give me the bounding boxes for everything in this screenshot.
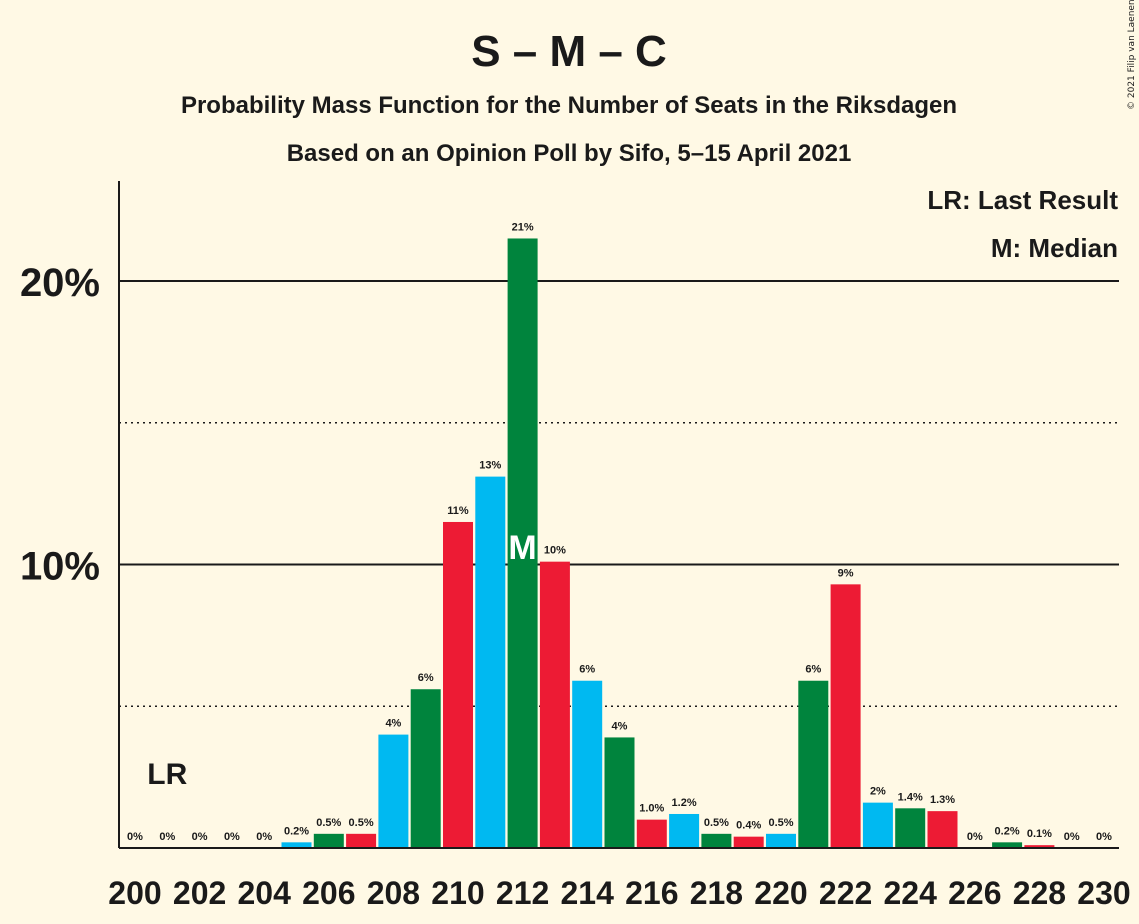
bar-seat-223: [862, 802, 893, 848]
x-tick-label: 202: [173, 875, 226, 911]
bar-label-seat-217: 1.2%: [672, 797, 697, 809]
x-tick-label: 216: [625, 875, 678, 911]
x-tick-label: 218: [690, 875, 743, 911]
bar-label-seat-209: 6%: [418, 672, 434, 684]
bar-label-seat-229: 0%: [1064, 831, 1080, 843]
bar-seat-212: [507, 238, 538, 849]
bar-label-seat-213: 10%: [544, 545, 566, 557]
bar-label-seat-211: 13%: [479, 460, 501, 472]
bar-seat-214: [572, 680, 603, 848]
bar-label-seat-208: 4%: [385, 718, 401, 730]
bar-seat-213: [539, 561, 570, 848]
legend-median: M: Median: [991, 233, 1118, 263]
grid-lines: [119, 280, 1119, 707]
last-result-marker: LR: [147, 758, 187, 791]
bar-label-seat-203: 0%: [224, 831, 240, 843]
bar-label-seat-202: 0%: [192, 831, 208, 843]
bar-label-seat-222: 9%: [838, 567, 854, 579]
bar-label-seat-201: 0%: [159, 831, 175, 843]
bar-label-seat-200: 0%: [127, 831, 143, 843]
copyright-note: © 2021 Filip van Laenen: [1127, 0, 1137, 110]
bar-seat-217: [669, 813, 700, 848]
bar-seat-205: [281, 842, 312, 848]
bar-label-seat-219: 0.4%: [736, 820, 761, 832]
bar-seat-215: [604, 737, 635, 848]
bar-seat-228: [1024, 845, 1055, 848]
bar-seat-211: [475, 476, 506, 848]
bar-label-seat-218: 0.5%: [704, 817, 729, 829]
bar-label-seat-228: 0.1%: [1027, 828, 1052, 840]
bar-seat-207: [346, 833, 377, 848]
x-tick-label: 206: [302, 875, 355, 911]
bar-label-seat-225: 1.3%: [930, 794, 955, 806]
bar-seat-209: [410, 689, 441, 848]
bar-label-seat-207: 0.5%: [349, 817, 374, 829]
bar-label-seat-210: 11%: [447, 505, 469, 517]
x-tick-label: 230: [1077, 875, 1130, 911]
x-tick-label: 200: [108, 875, 161, 911]
bar-label-seat-206: 0.5%: [316, 817, 341, 829]
x-tick-label: 208: [367, 875, 420, 911]
x-tick-label: 214: [561, 875, 615, 911]
bars: [281, 238, 1055, 849]
y-axis: 10% 20%: [20, 181, 120, 848]
bar-seat-216: [636, 819, 667, 848]
bar-seat-225: [927, 811, 958, 848]
bar-label-seat-214: 6%: [579, 664, 595, 676]
bar-seat-219: [733, 836, 764, 848]
chart-subtitle: Probability Mass Function for the Number…: [181, 92, 957, 119]
bar-seat-208: [378, 734, 409, 848]
x-tick-label: 204: [238, 875, 292, 911]
bar-label-seat-224: 1.4%: [898, 791, 923, 803]
bar-label-seat-226: 0%: [967, 831, 983, 843]
bar-seat-222: [830, 584, 861, 848]
bar-label-seat-220: 0.5%: [768, 817, 793, 829]
bar-seat-210: [443, 521, 473, 848]
x-tick-label: 220: [754, 875, 807, 911]
x-tick-label: 224: [884, 875, 938, 911]
bar-label-seat-204: 0%: [256, 831, 272, 843]
x-tick-label: 210: [431, 875, 484, 911]
bar-seat-206: [313, 833, 344, 848]
y-tick-label: 20%: [20, 261, 100, 305]
chart-subtitle-poll: Based on an Opinion Poll by Sifo, 5–15 A…: [287, 140, 852, 167]
bar-label-seat-227: 0.2%: [995, 825, 1020, 837]
bar-seat-218: [701, 833, 732, 848]
bar-label-seat-205: 0.2%: [284, 825, 309, 837]
bar-label-seat-212: 21%: [512, 221, 534, 233]
bar-label-seat-221: 6%: [805, 664, 821, 676]
x-tick-label: 228: [1013, 875, 1066, 911]
bar-seat-221: [798, 680, 829, 848]
x-tick-label: 212: [496, 875, 549, 911]
bar-seat-220: [766, 833, 796, 848]
bar-label-seat-223: 2%: [870, 786, 886, 798]
bar-seat-227: [992, 842, 1023, 848]
chart-title: S – M – C: [471, 27, 667, 76]
median-marker: M: [508, 529, 536, 567]
bar-label-seat-230: 0%: [1096, 831, 1112, 843]
y-tick-label: 10%: [20, 545, 100, 589]
bar-seat-224: [895, 808, 926, 848]
x-axis: 200 202 204 206 208 210 212 214 216 218 220 222 224 2…: [108, 847, 1131, 911]
bar-value-labels: 0% 0% 0% 0% 0% 0.2% 0.5% 0.5% 4% 6% 11% 13% 21% 10% 6%…: [127, 221, 1112, 843]
bar-label-seat-216: 1.0%: [639, 803, 664, 815]
x-tick-label: 222: [819, 875, 872, 911]
bar-label-seat-215: 4%: [612, 720, 628, 732]
x-tick-label: 226: [948, 875, 1001, 911]
legend-last-result: LR: Last Result: [927, 185, 1118, 215]
